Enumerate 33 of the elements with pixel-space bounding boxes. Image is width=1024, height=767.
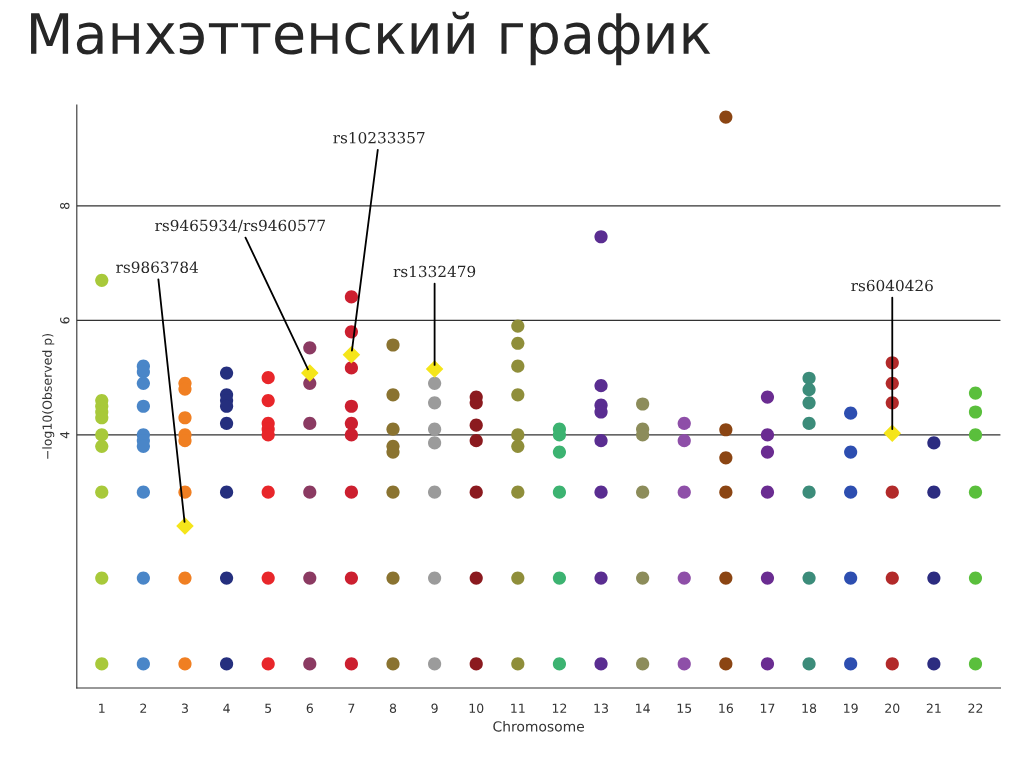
annotation: rs9863784 (116, 261, 199, 273)
y-axis-title: −log10(Observed p) (42, 334, 55, 459)
y-tick-label: 4 (60, 431, 70, 439)
x-axis-title: Chromosome (493, 720, 584, 732)
x-tick-label: 18 (802, 703, 817, 713)
x-tick-label: 1 (99, 703, 105, 713)
x-tick-label: 8 (389, 703, 397, 713)
x-tick-label: 5 (265, 703, 272, 713)
annotation: rs6040426 (851, 279, 933, 292)
chart-title: Манхэттенский график (31, 11, 711, 66)
x-tick-label: 2 (140, 703, 147, 713)
x-tick-label: 7 (348, 703, 355, 713)
x-tick-label: 4 (223, 703, 230, 713)
x-tick-label: 14 (636, 703, 650, 713)
x-tick-label: 21 (926, 703, 941, 713)
annotation: rs1332479 (393, 265, 476, 278)
x-tick-label: 3 (181, 703, 188, 713)
x-tick-label: 22 (968, 703, 983, 713)
x-tick-label: 16 (719, 703, 734, 713)
x-tick-label: 19 (844, 703, 858, 713)
x-tick-label: 9 (431, 703, 438, 713)
x-tick-label: 11 (511, 703, 525, 713)
x-tick-label: 20 (885, 703, 900, 713)
x-tick-label: 17 (760, 703, 775, 713)
x-tick-label: 12 (552, 703, 567, 713)
x-tick-label: 13 (594, 703, 608, 713)
annotation: rs9465934/rs9460577 (155, 219, 325, 233)
y-tick-label: 6 (60, 317, 70, 324)
y-tick-label: 8 (60, 202, 70, 209)
annotation: rs10233357 (333, 131, 425, 144)
x-tick-label: 6 (306, 703, 313, 713)
x-tick-label: 15 (677, 703, 692, 713)
x-tick-label: 10 (469, 703, 484, 713)
